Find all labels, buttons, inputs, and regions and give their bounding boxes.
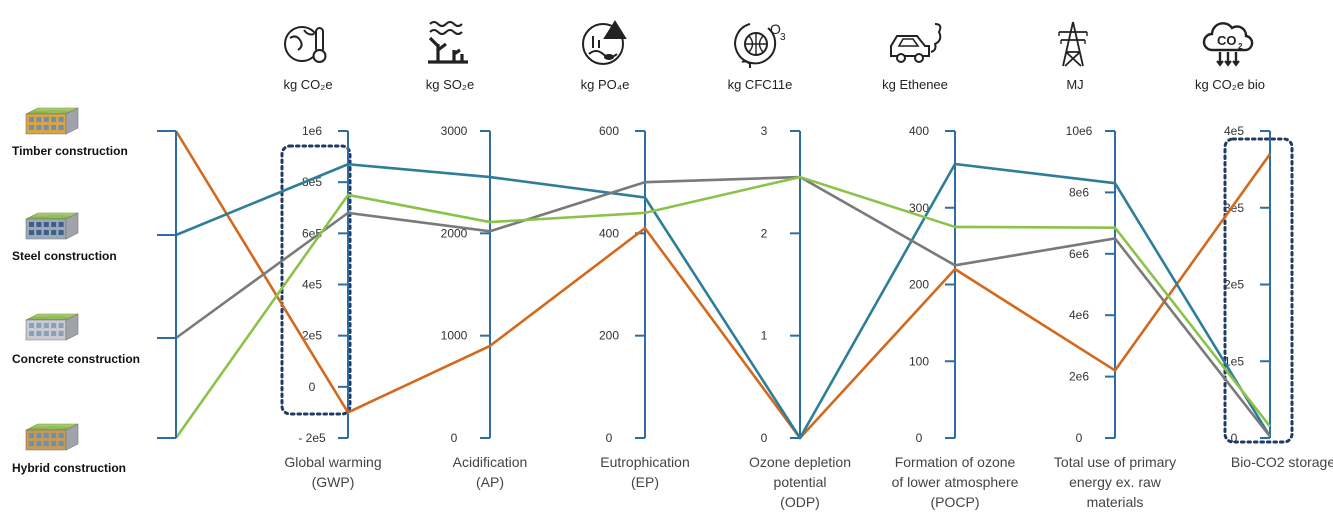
tick-label: 8e5 bbox=[302, 175, 322, 189]
tick-label: 600 bbox=[599, 124, 619, 138]
axis-title-line: Total use of primary bbox=[1054, 454, 1176, 470]
series-line bbox=[175, 162, 1272, 440]
axis-title-line: (ODP) bbox=[780, 494, 820, 510]
tick-label: 0 bbox=[451, 431, 458, 445]
acid-rain-icon bbox=[428, 21, 468, 64]
svg-text:O: O bbox=[770, 21, 781, 37]
axis-unit-label: kg CO₂e bio bbox=[1195, 77, 1265, 92]
axis-title-line: Formation of ozone bbox=[895, 454, 1016, 470]
tick-label: 2e6 bbox=[1069, 370, 1089, 384]
svg-text:CO: CO bbox=[1217, 33, 1237, 48]
tick-label: 400 bbox=[599, 226, 619, 240]
tick-label: 0 bbox=[1076, 431, 1083, 445]
tick-label: - 2e5 bbox=[298, 431, 326, 445]
axis-title-line: (GWP) bbox=[312, 474, 355, 490]
axis-unit-label: kg CO₂e bbox=[283, 77, 332, 92]
building-image bbox=[25, 423, 79, 451]
building-image bbox=[25, 313, 79, 341]
building-image bbox=[25, 107, 79, 135]
tick-label: 100 bbox=[909, 354, 929, 368]
axis-unit-label: kg CFC11e bbox=[728, 77, 793, 92]
axis-title-line: Eutrophication bbox=[600, 454, 690, 470]
tick-label: 1 bbox=[761, 329, 768, 343]
axis-title-line: Ozone depletion bbox=[749, 454, 851, 470]
highlight-box bbox=[280, 144, 352, 416]
car-smog-icon bbox=[890, 23, 942, 63]
svg-text:3: 3 bbox=[780, 32, 786, 43]
tick-label: 10e6 bbox=[1066, 124, 1093, 138]
axis-title-line: Global warming bbox=[284, 454, 381, 470]
axis-unit-label: MJ bbox=[1066, 77, 1083, 92]
axis-title-line: materials bbox=[1087, 494, 1144, 510]
series-line bbox=[174, 130, 1272, 440]
tick-label: 8e6 bbox=[1069, 185, 1089, 199]
tick-label: 2000 bbox=[441, 226, 468, 240]
category-label: Concrete construction bbox=[12, 352, 140, 366]
tick-label: 4e5 bbox=[1224, 124, 1244, 138]
tick-label: 0 bbox=[309, 380, 316, 394]
axis-title-line: (AP) bbox=[476, 474, 504, 490]
tick-label: 2e5 bbox=[1224, 278, 1244, 292]
globe-thermometer-icon bbox=[284, 26, 327, 63]
svg-text:2: 2 bbox=[1238, 42, 1243, 51]
category-label: Steel construction bbox=[12, 249, 117, 263]
tick-label: 1000 bbox=[441, 329, 468, 343]
series-line bbox=[175, 175, 1272, 438]
tick-label: 1e5 bbox=[1224, 354, 1244, 368]
axis-unit-label: kg Ethenee bbox=[882, 77, 948, 92]
co2-cloud-icon: CO 2 bbox=[1202, 22, 1254, 67]
power-pylon-icon bbox=[1058, 21, 1088, 67]
tick-label: 300 bbox=[909, 201, 929, 215]
axis-title-line: Bio-CO2 storage bbox=[1231, 454, 1333, 470]
series-line bbox=[174, 175, 1272, 439]
tick-label: 0 bbox=[606, 431, 613, 445]
highlight-box bbox=[1223, 137, 1294, 444]
tick-label: 0 bbox=[761, 431, 768, 445]
axis-unit-label: kg SO₂e bbox=[426, 77, 474, 92]
tick-label: 0 bbox=[916, 431, 923, 445]
axis-title-line: energy ex. raw bbox=[1069, 474, 1162, 490]
tick-label: 6e6 bbox=[1069, 247, 1089, 261]
category-label: Hybrid construction bbox=[12, 461, 126, 475]
tick-label: 4e5 bbox=[302, 278, 322, 292]
axis-title-line: (EP) bbox=[631, 474, 659, 490]
axis-title-line: of lower atmosphere bbox=[892, 474, 1019, 490]
tick-label: 1e6 bbox=[302, 124, 322, 138]
ozone-globe-icon: O3 bbox=[734, 21, 786, 68]
axis-title-line: potential bbox=[774, 474, 827, 490]
tick-label: 4e6 bbox=[1069, 308, 1089, 322]
tick-label: 2e5 bbox=[302, 329, 322, 343]
tick-label: 2 bbox=[761, 226, 768, 240]
tick-label: 400 bbox=[909, 124, 929, 138]
axis-title-line: (POCP) bbox=[931, 494, 980, 510]
tick-label: 3 bbox=[761, 124, 768, 138]
tick-label: 200 bbox=[909, 278, 929, 292]
eutrophication-warning-icon bbox=[582, 20, 627, 65]
tick-label: 3000 bbox=[441, 124, 468, 138]
category-label: Timber construction bbox=[12, 144, 128, 158]
axis-title-line: Acidification bbox=[453, 454, 528, 470]
tick-label: 200 bbox=[599, 329, 619, 343]
axis-unit-label: kg PO₄e bbox=[581, 77, 630, 92]
tick-label: 0 bbox=[1231, 431, 1238, 445]
building-image bbox=[25, 212, 79, 240]
